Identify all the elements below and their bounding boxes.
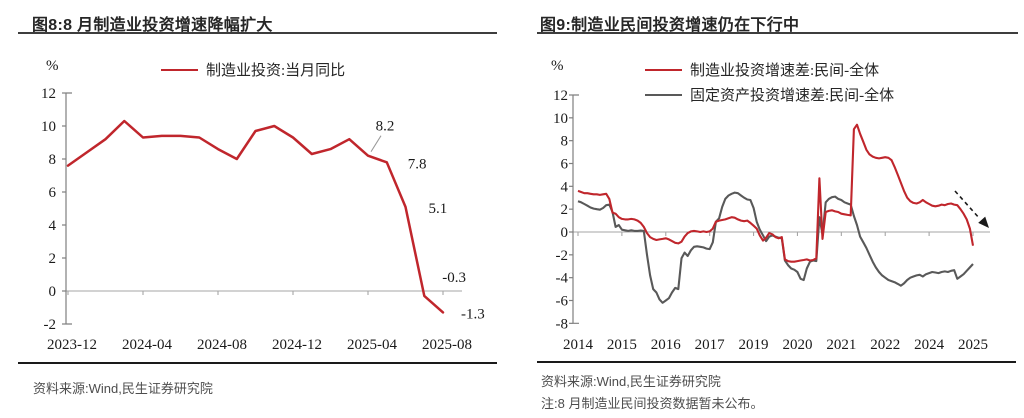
svg-text:-4: -4 xyxy=(556,271,569,287)
svg-text:2024-08: 2024-08 xyxy=(197,337,247,353)
svg-text:2015: 2015 xyxy=(607,337,637,353)
svg-text:-0.3: -0.3 xyxy=(442,270,466,286)
figure8-legend-label: 制造业投资:当月同比 xyxy=(206,63,346,79)
figure9-y-unit-label: % xyxy=(551,58,564,74)
svg-text:6: 6 xyxy=(49,185,57,201)
svg-text:0: 0 xyxy=(561,225,569,241)
red-line-swatch-icon xyxy=(645,68,682,71)
figure8-plot: 12 10 8 6 4 2 0 -2 2023-12 2024-04 2024-08 2024-12 2… xyxy=(41,86,485,353)
figure9-legend-label-1: 制造业投资增速差:民间-全体 xyxy=(690,63,880,79)
figure8-source: 资料来源:Wind,民生证券研究院 xyxy=(33,381,213,396)
svg-text:5.1: 5.1 xyxy=(429,201,448,217)
svg-text:-2: -2 xyxy=(44,317,57,333)
svg-text:7.8: 7.8 xyxy=(408,156,427,172)
svg-text:2: 2 xyxy=(561,202,569,218)
svg-text:4: 4 xyxy=(49,218,57,234)
svg-text:4: 4 xyxy=(561,179,569,195)
figure8-panel: 图8:8 月制造业投资增速降幅扩大 % 制造业投资:当月同比 资料来源:Wind… xyxy=(18,17,497,396)
figure8-title: 图8:8 月制造业投资增速降幅扩大 xyxy=(32,17,273,34)
svg-text:10: 10 xyxy=(41,119,56,135)
svg-text:-6: -6 xyxy=(556,294,569,310)
svg-text:12: 12 xyxy=(553,88,568,104)
svg-text:2021: 2021 xyxy=(826,337,856,353)
figure8-title-underline xyxy=(18,32,497,34)
svg-text:2022: 2022 xyxy=(870,337,900,353)
svg-text:2025-08: 2025-08 xyxy=(422,337,472,353)
svg-text:8.2: 8.2 xyxy=(376,119,395,135)
figure9-bottom-rule xyxy=(537,361,1016,363)
svg-text:2019: 2019 xyxy=(739,337,769,353)
svg-text:2: 2 xyxy=(49,251,57,267)
figure9-source: 资料来源:Wind,民生证券研究院 xyxy=(541,374,721,389)
svg-text:2016: 2016 xyxy=(651,337,682,353)
figure9-plot: 12 10 8 6 4 2 0 -2 -4 -6 -8 2014 2015 2016 2017 2019 202… xyxy=(553,88,990,353)
figure9-legend-row-1: 制造业投资增速差:民间-全体 xyxy=(645,59,879,80)
svg-text:2025-04: 2025-04 xyxy=(347,337,397,353)
svg-text:2024: 2024 xyxy=(914,337,945,353)
svg-text:-1.3: -1.3 xyxy=(461,306,485,322)
svg-text:12: 12 xyxy=(41,86,56,102)
svg-text:6: 6 xyxy=(561,156,569,172)
svg-text:-8: -8 xyxy=(556,316,569,332)
svg-text:2017: 2017 xyxy=(695,337,726,353)
figure8-y-unit-label: % xyxy=(46,58,59,74)
figure8-legend: 制造业投资:当月同比 xyxy=(161,59,345,80)
figure9-legend-row-2: 固定资产投资增速差:民间-全体 xyxy=(645,84,894,105)
svg-text:2025: 2025 xyxy=(958,337,988,353)
svg-text:8: 8 xyxy=(561,134,569,150)
figure9-legend-label-2: 固定资产投资增速差:民间-全体 xyxy=(690,88,895,104)
figure9-note: 注:8 月制造业民间投资数据暂未公布。 xyxy=(541,396,764,411)
svg-text:2014: 2014 xyxy=(563,337,594,353)
figure9-title: 图9:制造业民间投资增速仍在下行中 xyxy=(540,17,800,34)
svg-text:2023-12: 2023-12 xyxy=(47,337,97,353)
svg-text:8: 8 xyxy=(49,152,57,168)
figure9-panel: 图9:制造业民间投资增速仍在下行中 % 制造业投资增速差:民间-全体 固定资产投… xyxy=(512,0,1024,418)
svg-text:0: 0 xyxy=(49,284,57,300)
svg-text:10: 10 xyxy=(553,111,568,127)
svg-text:2020: 2020 xyxy=(782,337,812,353)
svg-text:-2: -2 xyxy=(556,248,569,264)
svg-text:2024-04: 2024-04 xyxy=(122,337,172,353)
figure8-bottom-rule xyxy=(18,362,497,364)
downtrend-arrow-icon xyxy=(954,190,989,228)
red-line-swatch-icon xyxy=(161,68,198,71)
figure9-title-underline xyxy=(537,32,1018,34)
gray-line-swatch-icon xyxy=(645,93,682,96)
svg-text:2024-12: 2024-12 xyxy=(272,337,322,353)
